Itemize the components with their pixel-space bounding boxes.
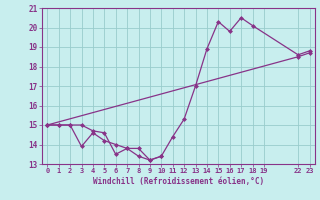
X-axis label: Windchill (Refroidissement éolien,°C): Windchill (Refroidissement éolien,°C) [93,177,264,186]
